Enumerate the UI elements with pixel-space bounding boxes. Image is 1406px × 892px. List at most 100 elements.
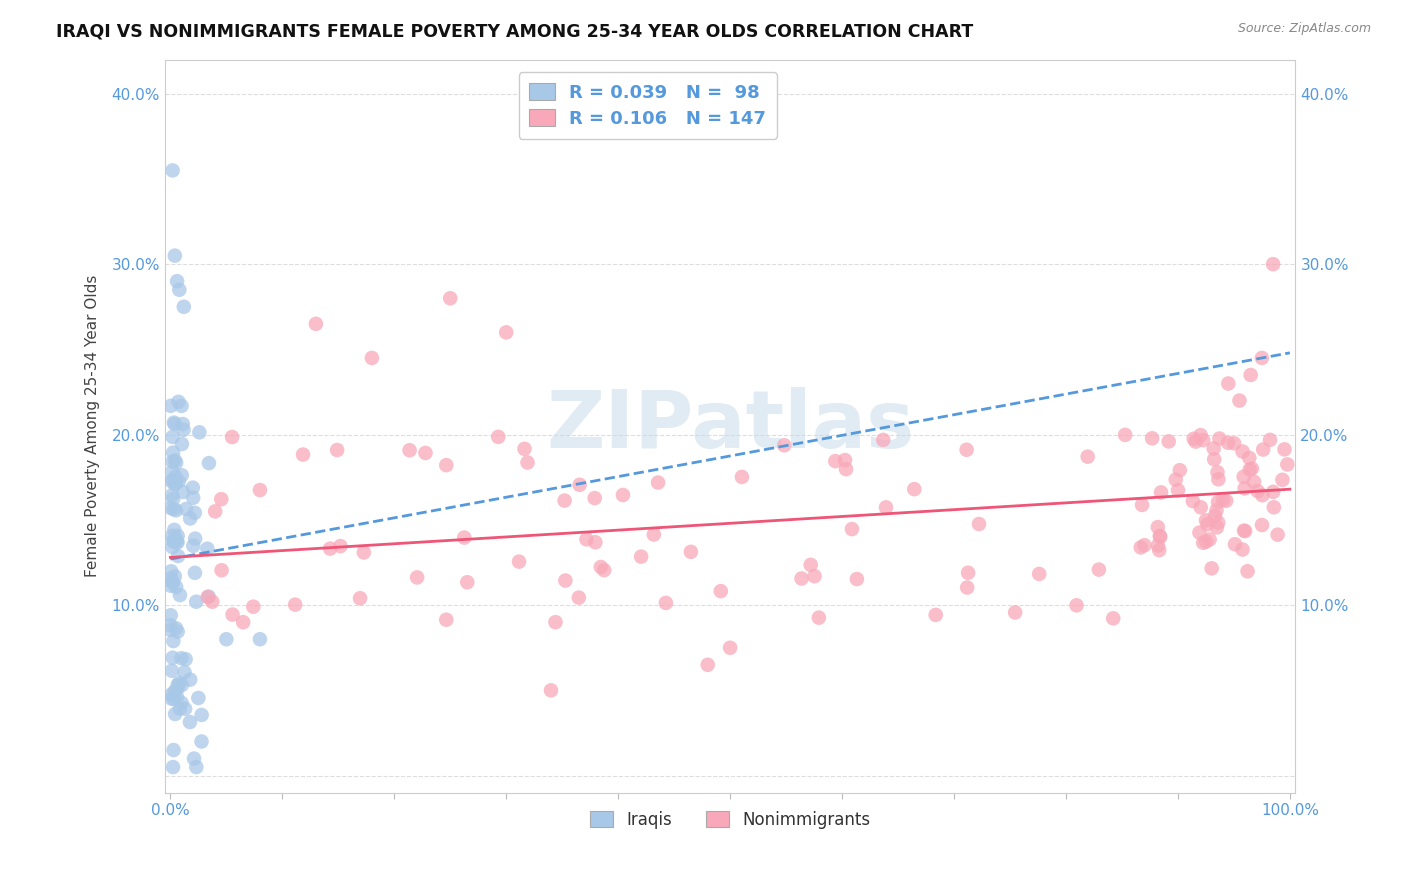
Point — [159, 399, 181, 413]
Point — [360, 351, 382, 365]
Point — [1243, 475, 1265, 489]
Point — [167, 475, 190, 489]
Point — [162, 454, 184, 468]
Point — [1149, 530, 1171, 544]
Point — [187, 690, 209, 705]
Point — [718, 640, 741, 655]
Point — [172, 417, 194, 431]
Point — [305, 317, 328, 331]
Point — [568, 591, 591, 605]
Point — [1223, 537, 1246, 551]
Point — [1188, 525, 1211, 540]
Point — [188, 425, 211, 440]
Point — [160, 691, 183, 706]
Point — [456, 575, 478, 590]
Point — [1206, 516, 1229, 530]
Point — [807, 610, 830, 624]
Point — [1102, 611, 1125, 625]
Point — [184, 506, 207, 520]
Point — [163, 684, 186, 698]
Point — [643, 527, 665, 541]
Point — [1004, 606, 1026, 620]
Point — [163, 477, 186, 491]
Point — [166, 678, 188, 692]
Point — [186, 760, 208, 774]
Point — [1240, 461, 1263, 475]
Point — [174, 502, 197, 516]
Point — [172, 485, 194, 500]
Point — [179, 673, 201, 687]
Point — [1181, 494, 1204, 508]
Point — [1258, 433, 1281, 447]
Point — [845, 572, 868, 586]
Point — [1206, 495, 1229, 509]
Point — [824, 454, 846, 468]
Point — [679, 545, 702, 559]
Point — [1192, 535, 1215, 549]
Point — [508, 555, 530, 569]
Point — [166, 681, 188, 696]
Point — [1267, 527, 1289, 541]
Point — [439, 291, 461, 305]
Point — [197, 590, 219, 604]
Point — [195, 541, 218, 556]
Point — [1146, 520, 1168, 534]
Point — [162, 540, 184, 554]
Point — [190, 734, 212, 748]
Point — [160, 474, 183, 488]
Point — [1184, 434, 1206, 449]
Point — [583, 535, 606, 549]
Point — [160, 664, 183, 678]
Point — [1233, 524, 1256, 538]
Point — [1261, 257, 1284, 271]
Point — [1232, 542, 1254, 557]
Point — [841, 522, 863, 536]
Point — [162, 491, 184, 506]
Point — [167, 549, 190, 563]
Point — [1182, 432, 1205, 446]
Point — [957, 566, 980, 580]
Point — [967, 516, 990, 531]
Point — [434, 458, 457, 472]
Point — [800, 558, 823, 572]
Point — [181, 481, 204, 495]
Point — [554, 574, 576, 588]
Point — [872, 433, 894, 447]
Point — [1189, 500, 1212, 515]
Text: ZIPatlas: ZIPatlas — [546, 387, 914, 465]
Point — [159, 579, 181, 593]
Point — [170, 678, 193, 692]
Point — [186, 595, 208, 609]
Point — [731, 470, 754, 484]
Point — [163, 691, 186, 706]
Point — [1251, 518, 1274, 533]
Point — [181, 491, 204, 505]
Point — [319, 541, 342, 556]
Point — [162, 163, 184, 178]
Point — [169, 701, 191, 715]
Point — [160, 687, 183, 701]
Point — [1168, 463, 1191, 477]
Point — [453, 531, 475, 545]
Point — [163, 249, 186, 263]
Point — [1201, 561, 1223, 575]
Point — [1195, 513, 1218, 527]
Point — [568, 477, 591, 491]
Point — [162, 743, 184, 757]
Point — [710, 584, 733, 599]
Point — [284, 598, 307, 612]
Point — [1263, 484, 1285, 499]
Point — [166, 529, 188, 543]
Point — [434, 613, 457, 627]
Legend: Iraqis, Nonimmigrants: Iraqis, Nonimmigrants — [583, 805, 877, 836]
Point — [1236, 564, 1258, 578]
Point — [1130, 498, 1153, 512]
Point — [1208, 432, 1230, 446]
Point — [925, 607, 948, 622]
Point — [173, 423, 195, 437]
Point — [612, 488, 634, 502]
Point — [165, 580, 187, 594]
Point — [170, 399, 193, 413]
Point — [167, 394, 190, 409]
Point — [249, 632, 271, 647]
